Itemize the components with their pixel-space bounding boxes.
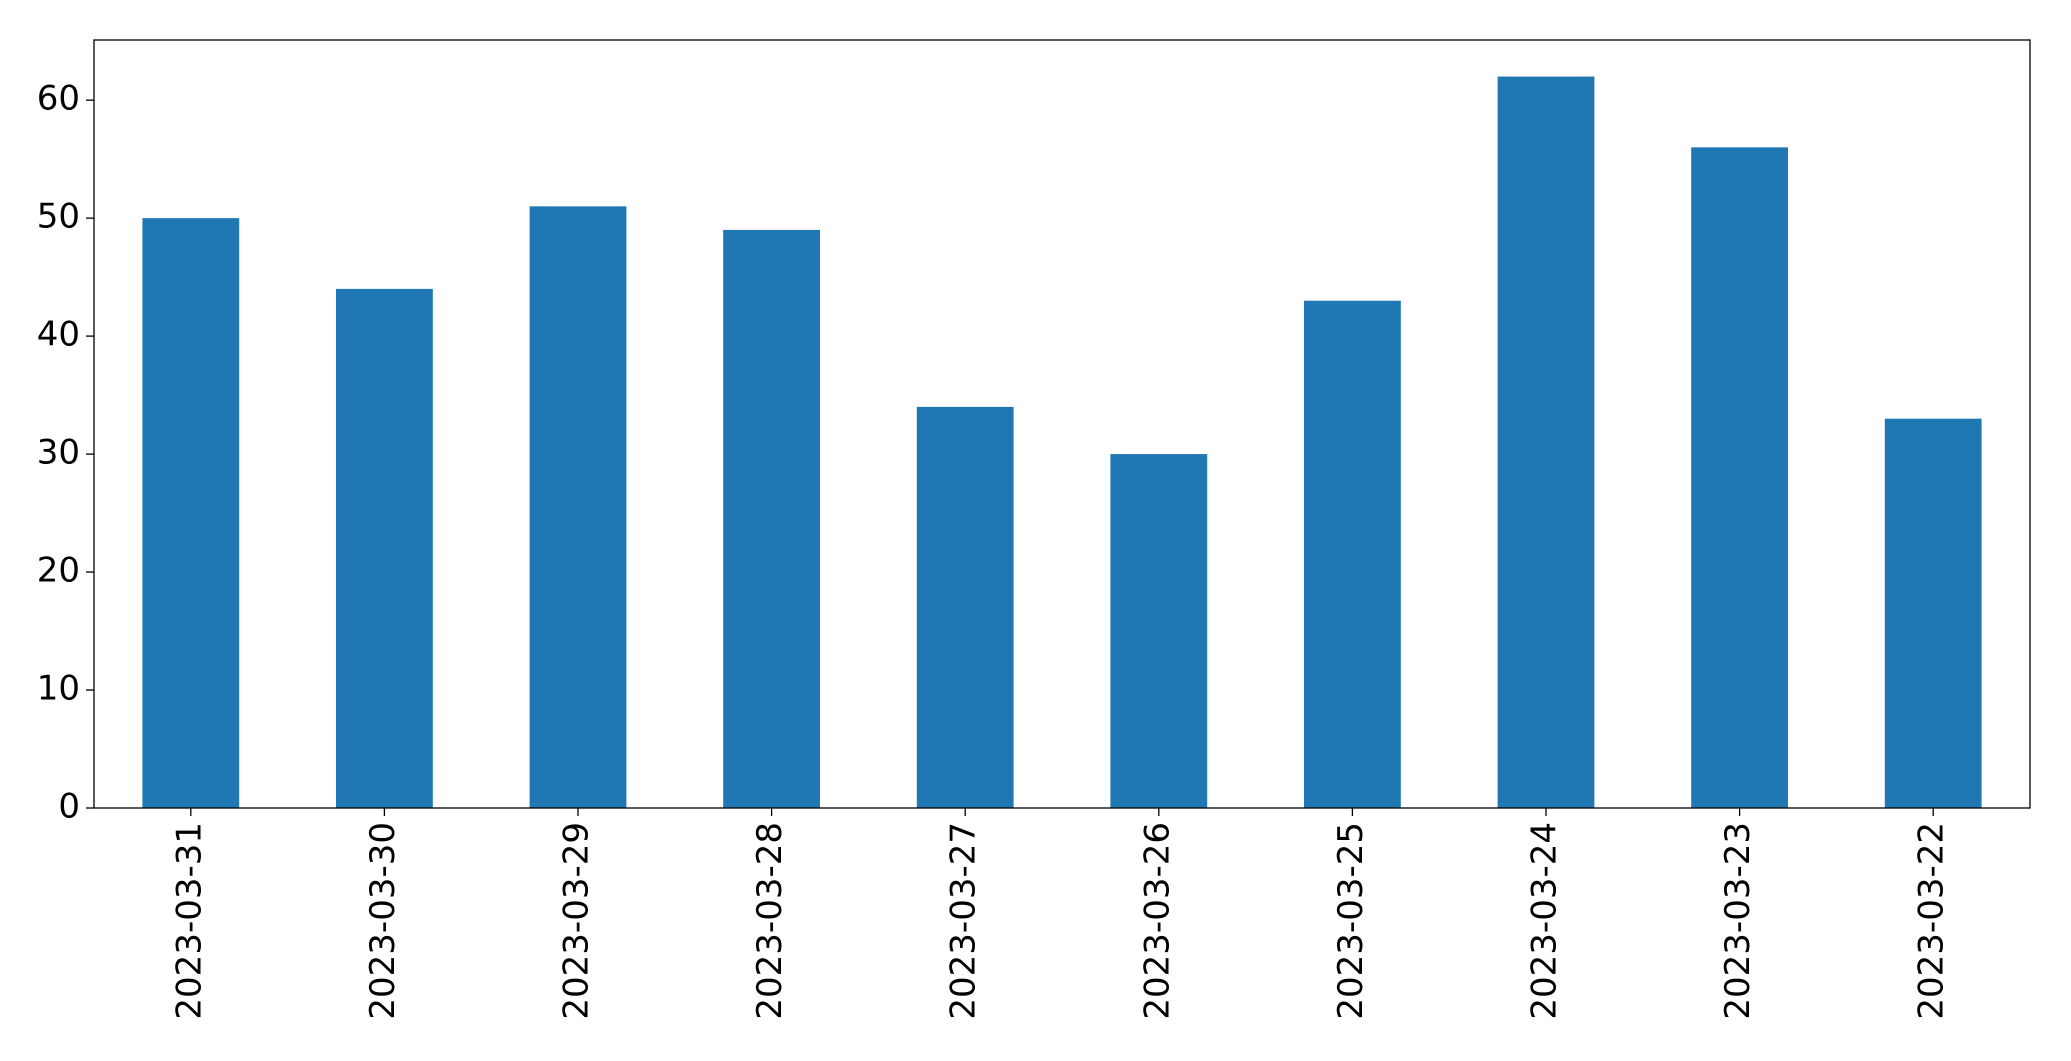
bar — [336, 288, 433, 809]
x-tick-label: 2023-03-30 — [363, 822, 403, 1020]
y-tick-label: 30 — [37, 433, 80, 473]
x-tick-label: 2023-03-22 — [1912, 822, 1952, 1020]
axes-frame — [93, 39, 2031, 809]
y-tick-label: 10 — [37, 669, 80, 709]
bar — [1691, 147, 1788, 808]
bar — [529, 206, 627, 809]
x-tick-label: 2023-03-24 — [1525, 822, 1565, 1020]
bar — [1497, 76, 1595, 809]
x-tick-label: 2023-03-29 — [557, 822, 597, 1020]
x-tick-label: 2023-03-28 — [750, 822, 790, 1020]
y-tick-label: 40 — [37, 315, 80, 355]
x-tick-label: 2023-03-26 — [1137, 822, 1177, 1020]
x-tick-label: 2023-03-31 — [169, 822, 209, 1020]
bar — [723, 229, 820, 808]
bar — [916, 406, 1014, 808]
bar — [1110, 454, 1208, 808]
x-tick-label: 2023-03-23 — [1718, 822, 1758, 1020]
y-tick-label: 50 — [37, 197, 80, 237]
x-tick-label: 2023-03-27 — [944, 822, 984, 1020]
bar — [142, 218, 240, 808]
y-tick-label: 60 — [37, 79, 80, 119]
bar — [1884, 418, 1982, 808]
y-tick-label: 0 — [58, 787, 80, 827]
y-tick-label: 20 — [37, 551, 80, 591]
x-tick-label: 2023-03-25 — [1331, 822, 1371, 1020]
bar — [1304, 300, 1401, 808]
